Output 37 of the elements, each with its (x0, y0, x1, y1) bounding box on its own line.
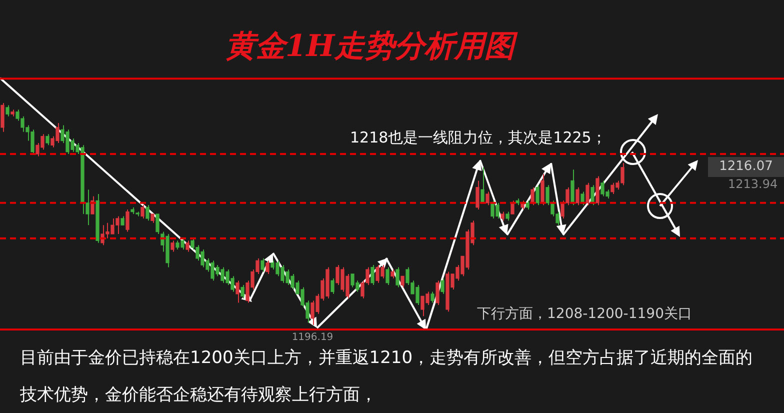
candlestick (476, 180, 480, 210)
candlestick (480, 166, 484, 204)
text: 1216.07 (708, 157, 784, 178)
candlestick (396, 266, 400, 288)
candlestick (46, 134, 50, 146)
chart-title: 黄金1H走势分析用图 (224, 28, 519, 66)
candlestick (536, 184, 540, 206)
candlestick (146, 204, 150, 222)
candlestick (186, 240, 190, 252)
candlestick (576, 186, 580, 206)
candlestick (140, 204, 144, 219)
annotation: 下行方面，1208-1200-1190关口 (477, 305, 692, 323)
candlestick (586, 182, 590, 206)
candlestick (370, 264, 374, 286)
candlestick (430, 291, 434, 304)
candlestick (240, 284, 244, 299)
candlestick (0, 102, 4, 132)
candlestick (6, 104, 10, 117)
candlestick (170, 240, 174, 252)
text: 1213.94 (728, 177, 778, 192)
candlestick (590, 184, 594, 206)
candlestick (436, 280, 440, 306)
ref-line-label: 1218也是一线阻力位，其次是1225； (350, 128, 606, 146)
candlestick (236, 280, 240, 304)
text: 目前由于金价已持稳在1200关口上方，并重返1210，走势有所改善，但空方占据了近期的全面的技术优势，金价能否企稳还有待观察上行方面， (20, 348, 753, 405)
candlestick (570, 169, 574, 206)
candlestick (126, 209, 130, 232)
candlestick (330, 278, 334, 294)
text: 1196.19 (290, 332, 334, 343)
candlestick (540, 174, 544, 206)
candlestick (266, 260, 270, 274)
candlestick (400, 276, 404, 288)
candlestick (440, 278, 444, 294)
candlestick (260, 258, 264, 272)
candlestick (530, 186, 534, 206)
candlestick (386, 266, 390, 286)
candlestick (486, 191, 490, 206)
